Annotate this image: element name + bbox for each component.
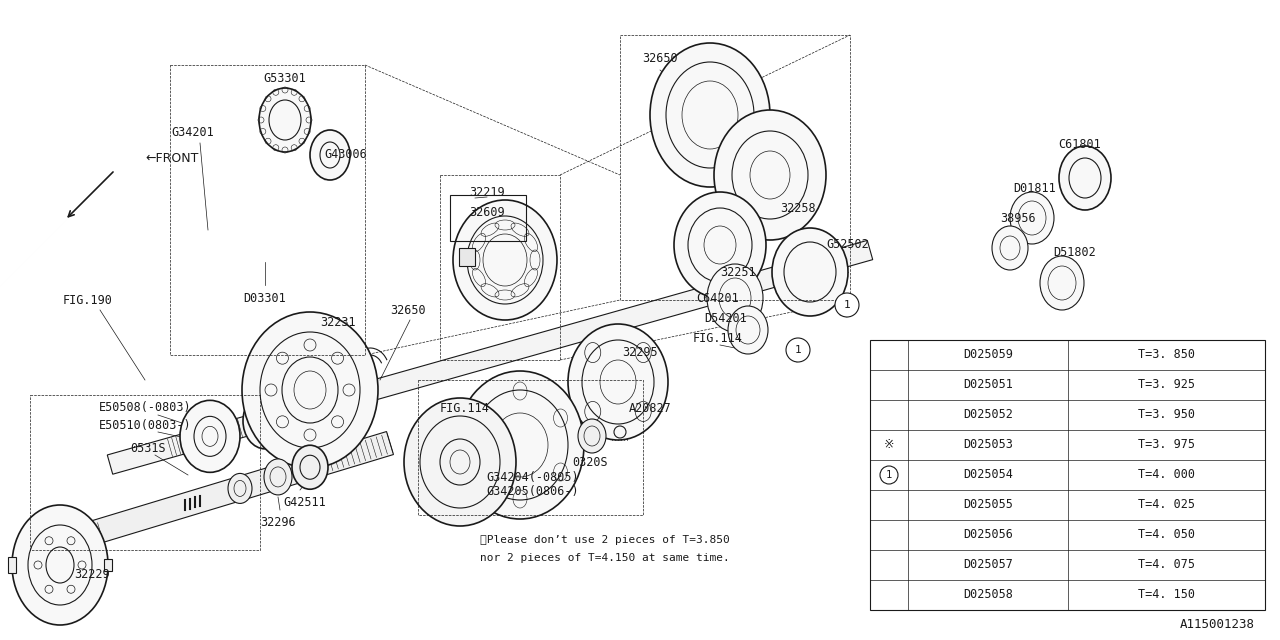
Ellipse shape: [180, 401, 241, 472]
Bar: [620, 35, 850, 300]
Text: G52502: G52502: [827, 239, 869, 252]
Text: D025052: D025052: [963, 408, 1012, 422]
Text: A20827: A20827: [628, 401, 672, 415]
Text: E50510(0803-): E50510(0803-): [99, 419, 191, 431]
Text: C61801: C61801: [1059, 138, 1101, 152]
Text: 32219: 32219: [470, 186, 504, 198]
Ellipse shape: [568, 324, 668, 440]
Text: ←FRONT: ←FRONT: [145, 152, 198, 164]
Bar: [170, 65, 365, 355]
Bar: [419, 380, 643, 515]
Ellipse shape: [728, 306, 768, 354]
Text: G34204(-0805): G34204(-0805): [486, 470, 580, 483]
Ellipse shape: [228, 474, 252, 504]
Ellipse shape: [310, 130, 349, 180]
Text: T=3. 925: T=3. 925: [1138, 378, 1196, 392]
Text: 0320S: 0320S: [572, 456, 608, 468]
Text: 38956: 38956: [1000, 211, 1036, 225]
Text: G34205(0806-): G34205(0806-): [486, 486, 580, 499]
Text: D025056: D025056: [963, 529, 1012, 541]
Text: T=3. 975: T=3. 975: [1138, 438, 1196, 451]
Text: C64201: C64201: [696, 291, 740, 305]
Ellipse shape: [707, 264, 763, 332]
Ellipse shape: [242, 312, 378, 468]
Text: D025058: D025058: [963, 589, 1012, 602]
Bar: [440, 175, 561, 360]
Circle shape: [881, 466, 899, 484]
Text: T=3. 850: T=3. 850: [1138, 349, 1196, 362]
Text: E50508(-0803): E50508(-0803): [99, 401, 191, 415]
Text: T=4. 000: T=4. 000: [1138, 468, 1196, 481]
Ellipse shape: [453, 200, 557, 320]
Ellipse shape: [675, 192, 765, 298]
Text: D03301: D03301: [243, 291, 287, 305]
Text: 0531S: 0531S: [131, 442, 166, 454]
Text: G43006: G43006: [325, 148, 367, 161]
Text: T=3. 950: T=3. 950: [1138, 408, 1196, 422]
Text: 32650: 32650: [390, 303, 426, 317]
Text: 32251: 32251: [721, 266, 755, 278]
Bar: [29, 395, 260, 550]
Text: 32231: 32231: [320, 317, 356, 330]
Text: D025059: D025059: [963, 349, 1012, 362]
Text: A115001238: A115001238: [1180, 618, 1254, 632]
Ellipse shape: [456, 371, 584, 519]
Text: G53301: G53301: [264, 72, 306, 84]
Text: ※Please don’t use 2 pieces of T=3.850: ※Please don’t use 2 pieces of T=3.850: [480, 535, 730, 545]
Text: D025057: D025057: [963, 559, 1012, 572]
Ellipse shape: [714, 110, 826, 240]
Ellipse shape: [243, 393, 287, 449]
Ellipse shape: [650, 43, 771, 187]
Text: G34201: G34201: [172, 125, 214, 138]
Polygon shape: [108, 241, 873, 474]
Text: G42511: G42511: [284, 495, 326, 509]
Bar: [460, 248, 475, 266]
Text: 32609: 32609: [470, 207, 504, 220]
Text: 1: 1: [844, 300, 850, 310]
Ellipse shape: [259, 88, 311, 152]
Text: FIG.114: FIG.114: [440, 401, 490, 415]
Text: T=4. 050: T=4. 050: [1138, 529, 1196, 541]
Bar: [8, 557, 15, 573]
Text: FIG.190: FIG.190: [63, 294, 113, 307]
Ellipse shape: [292, 445, 328, 489]
Text: D51802: D51802: [1053, 246, 1097, 259]
Text: D025054: D025054: [963, 468, 1012, 481]
Text: D025051: D025051: [963, 378, 1012, 392]
Text: FIG.114: FIG.114: [692, 332, 742, 344]
Ellipse shape: [1059, 146, 1111, 210]
Ellipse shape: [1039, 256, 1084, 310]
Ellipse shape: [1010, 192, 1053, 244]
Text: 32650: 32650: [643, 51, 678, 65]
Ellipse shape: [579, 419, 605, 453]
Text: 32258: 32258: [781, 202, 815, 214]
Text: 32295: 32295: [622, 346, 658, 358]
Text: T=4. 075: T=4. 075: [1138, 559, 1196, 572]
Text: D025055: D025055: [963, 499, 1012, 511]
Text: 1: 1: [886, 470, 892, 480]
Ellipse shape: [264, 459, 292, 495]
Bar: [870, 340, 1265, 610]
Ellipse shape: [992, 226, 1028, 270]
Circle shape: [835, 293, 859, 317]
Text: ※: ※: [883, 438, 895, 451]
Polygon shape: [46, 431, 393, 557]
Ellipse shape: [772, 228, 849, 316]
Text: T=4. 150: T=4. 150: [1138, 589, 1196, 602]
Ellipse shape: [12, 505, 108, 625]
Text: nor 2 pieces of T=4.150 at same time.: nor 2 pieces of T=4.150 at same time.: [480, 553, 730, 563]
Bar: [451, 195, 526, 241]
Bar: [104, 559, 113, 571]
Text: D01811: D01811: [1014, 182, 1056, 195]
Circle shape: [786, 338, 810, 362]
Text: D025053: D025053: [963, 438, 1012, 451]
Text: D54201: D54201: [704, 312, 748, 324]
Text: 1: 1: [795, 345, 801, 355]
Text: 32229: 32229: [74, 568, 110, 582]
Text: 32296: 32296: [260, 515, 296, 529]
Ellipse shape: [404, 398, 516, 526]
Text: T=4. 025: T=4. 025: [1138, 499, 1196, 511]
